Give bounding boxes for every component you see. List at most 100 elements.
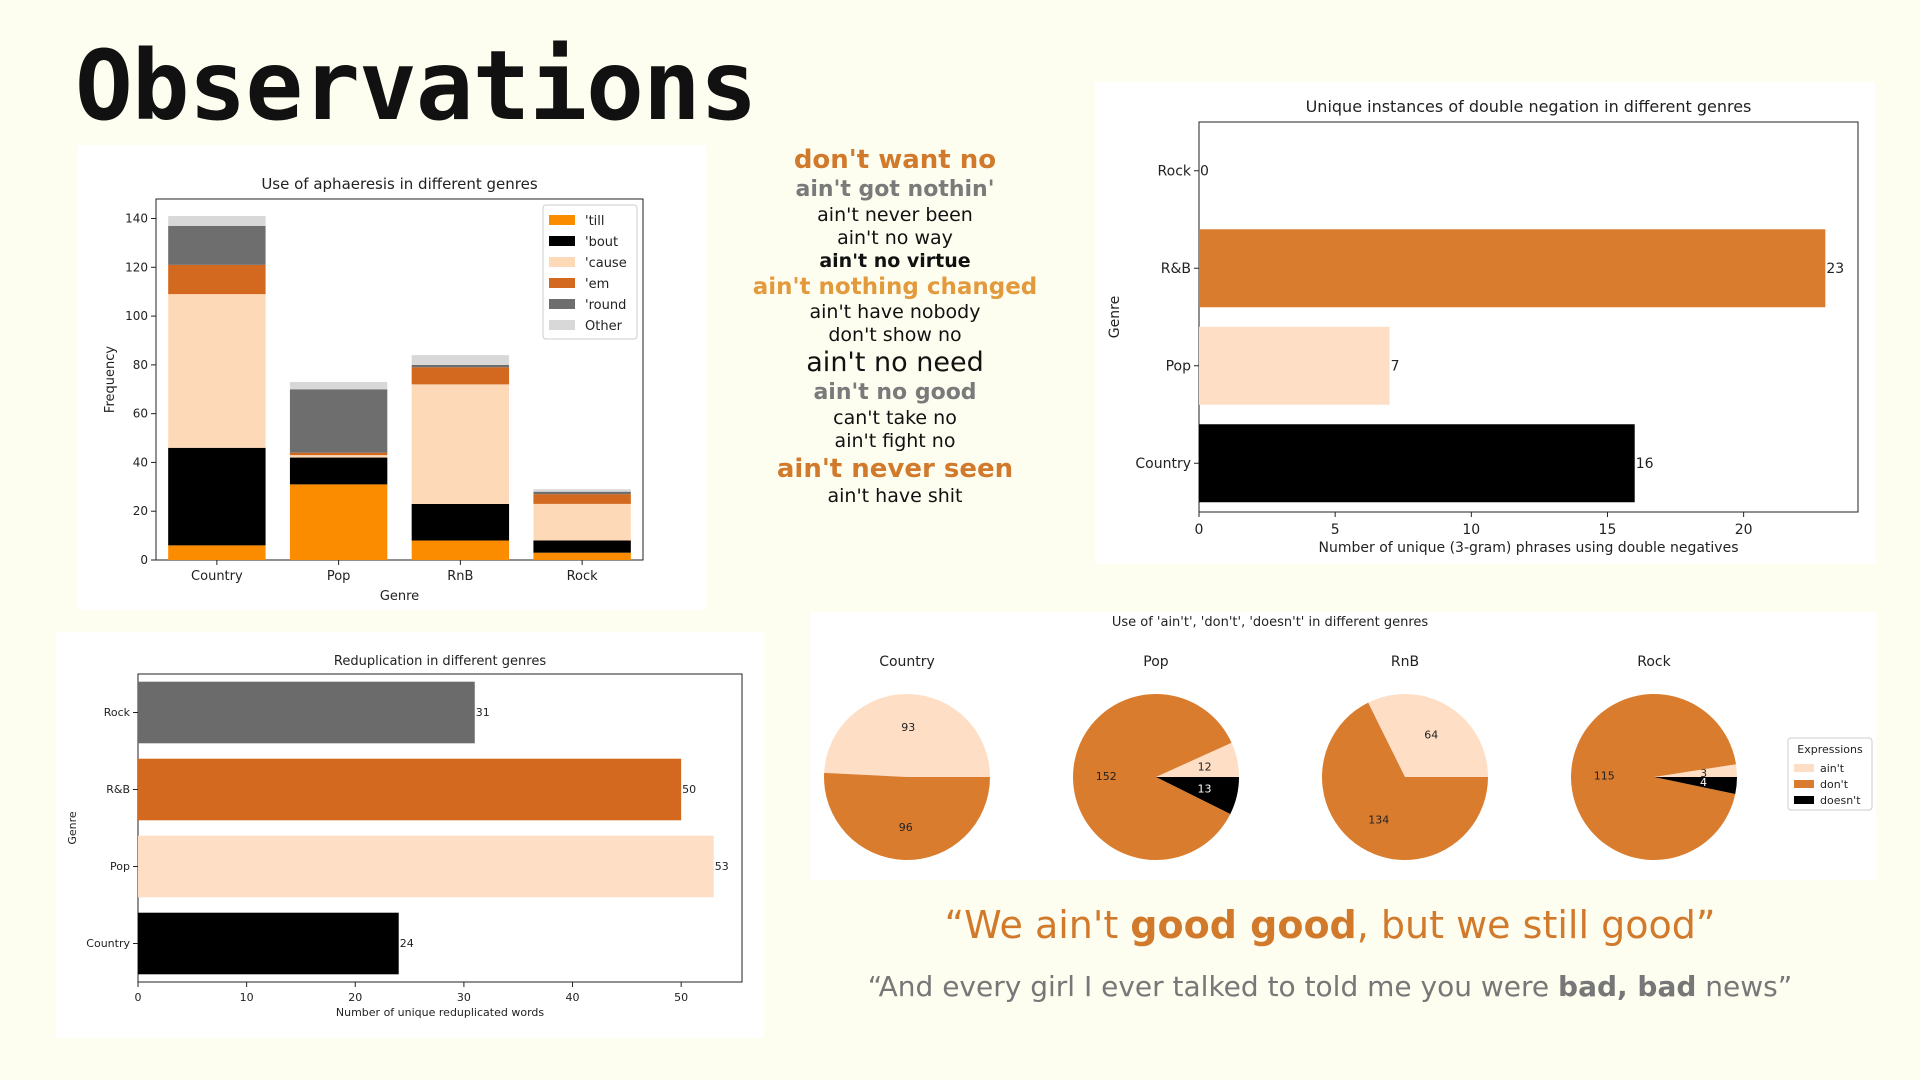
data-label: 16 <box>1636 456 1654 472</box>
bar-segment <box>411 355 510 365</box>
bar-segment <box>289 457 388 485</box>
bar-segment <box>533 503 631 541</box>
x-tick-label: 40 <box>566 991 580 1004</box>
double-negation-chart: Unique instances of double negation in d… <box>1107 97 1859 556</box>
expressions-pie-panel: Use of 'ain't', 'don't', 'doesn't' in di… <box>810 612 1876 880</box>
pie-data-label: 3 <box>1700 767 1707 780</box>
quote-text: “And every girl I ever talked to told me… <box>867 970 1559 1003</box>
y-tick-label: Rock <box>104 706 131 719</box>
bar-segment <box>168 264 266 295</box>
phrase-item: ain't got nothin' <box>795 176 995 202</box>
quote-bad-bad: “And every girl I ever talked to told me… <box>810 970 1850 1003</box>
pie-title: RnB <box>1391 654 1419 670</box>
bar-segment <box>411 367 510 385</box>
bar-segment <box>168 545 266 560</box>
legend-swatch <box>549 278 575 288</box>
pie-data-label: 134 <box>1368 813 1389 826</box>
y-tick-label: Country <box>86 937 130 950</box>
x-tick-label: 0 <box>135 991 142 1004</box>
pie-data-label: 13 <box>1197 782 1211 795</box>
pie-slice <box>1156 742 1239 777</box>
legend-label: 'em <box>585 277 609 292</box>
data-label: 50 <box>682 783 696 796</box>
pie-title: Pop <box>1143 654 1169 670</box>
legend-swatch <box>549 257 575 267</box>
pie-slice <box>1654 777 1737 794</box>
reduplication-chart-panel: Reduplication in different genres 24 Count… <box>56 632 764 1038</box>
bar-segment <box>533 494 631 504</box>
data-label: 23 <box>1826 261 1844 277</box>
quote-emphasis: bad, bad <box>1558 970 1697 1003</box>
data-label: 0 <box>1200 163 1209 179</box>
y-tick-label: Rock <box>1158 163 1192 179</box>
chart-title: Reduplication in different genres <box>334 654 546 669</box>
legend-swatch <box>549 215 575 225</box>
phrase-item: ain't no virtue <box>819 249 971 272</box>
data-label: 7 <box>1391 358 1400 374</box>
x-tick-label: 15 <box>1599 522 1617 538</box>
quote-text: , but we still good” <box>1356 903 1716 947</box>
x-tick-label: 0 <box>1195 522 1204 538</box>
bar-segment <box>289 452 388 456</box>
bar <box>138 912 399 975</box>
phrase-item: ain't never been <box>817 203 973 226</box>
y-tick-label: Pop <box>110 860 130 873</box>
bar-segment <box>533 491 631 495</box>
legend-label: 'round <box>585 298 626 313</box>
bar-segment <box>411 364 510 368</box>
y-tick-label: 60 <box>133 407 148 421</box>
plot-frame <box>155 198 644 561</box>
legend-label: 'bout <box>585 235 618 250</box>
pie-slice <box>1368 694 1488 777</box>
legend-swatch <box>549 299 575 309</box>
y-tick-label: 80 <box>133 358 148 372</box>
legend-swatch <box>1794 764 1814 772</box>
chart-title: Unique instances of double negation in d… <box>1306 97 1752 116</box>
y-tick-label: 100 <box>125 309 148 323</box>
data-label: 31 <box>476 706 490 719</box>
y-tick-label: 120 <box>125 260 148 274</box>
pie-slice <box>824 772 990 861</box>
x-tick-label: 50 <box>674 991 688 1004</box>
pie-data-label: 93 <box>901 721 915 734</box>
legend-label: ain't <box>1820 762 1845 775</box>
bar-segment <box>411 540 510 560</box>
quote-text: news” <box>1696 970 1793 1003</box>
y-tick-label: R&B <box>106 783 130 796</box>
x-tick-label: 30 <box>457 991 471 1004</box>
x-tick-label: Country <box>191 569 243 584</box>
bar-segment <box>533 552 631 560</box>
bar-segment <box>168 294 266 448</box>
legend-box <box>1787 737 1873 811</box>
pie-data-label: 12 <box>1198 760 1212 773</box>
legend-swatch <box>1794 796 1814 804</box>
legend-swatch <box>1794 780 1814 788</box>
bar-segment <box>289 484 388 560</box>
x-tick-label: 10 <box>240 991 254 1004</box>
double-negation-chart-panel: Unique instances of double negation in d… <box>1095 82 1875 564</box>
bar-segment <box>168 447 266 546</box>
legend-label: 'till <box>585 214 605 229</box>
chart-title: Use of aphaeresis in different genres <box>261 175 538 193</box>
y-tick-label: R&B <box>1161 261 1191 277</box>
phrase-item: ain't nothing changed <box>752 274 1038 301</box>
pie-title: Country <box>879 654 935 670</box>
quote-text: “We ain't <box>944 903 1131 947</box>
y-tick-label: Pop <box>1166 358 1192 374</box>
legend-label: 'cause <box>585 256 627 271</box>
phrase-item: ain't have nobody <box>809 301 981 324</box>
reduplication-chart: Reduplication in different genres 24 Count… <box>66 654 743 1019</box>
x-tick-label: RnB <box>447 569 473 584</box>
legend-label: Other <box>585 319 623 334</box>
bar <box>138 835 714 898</box>
bar-segment <box>289 381 388 390</box>
pie-slice <box>824 694 990 777</box>
x-axis-label: Genre <box>380 589 419 604</box>
y-tick-label: 140 <box>125 212 148 226</box>
y-tick-label: 0 <box>140 553 148 567</box>
pie-data-label: 4 <box>1700 776 1707 789</box>
x-axis-label: Number of unique reduplicated words <box>336 1006 544 1019</box>
bar <box>1199 424 1635 503</box>
data-label: 24 <box>400 937 414 950</box>
bar-segment <box>411 503 510 541</box>
